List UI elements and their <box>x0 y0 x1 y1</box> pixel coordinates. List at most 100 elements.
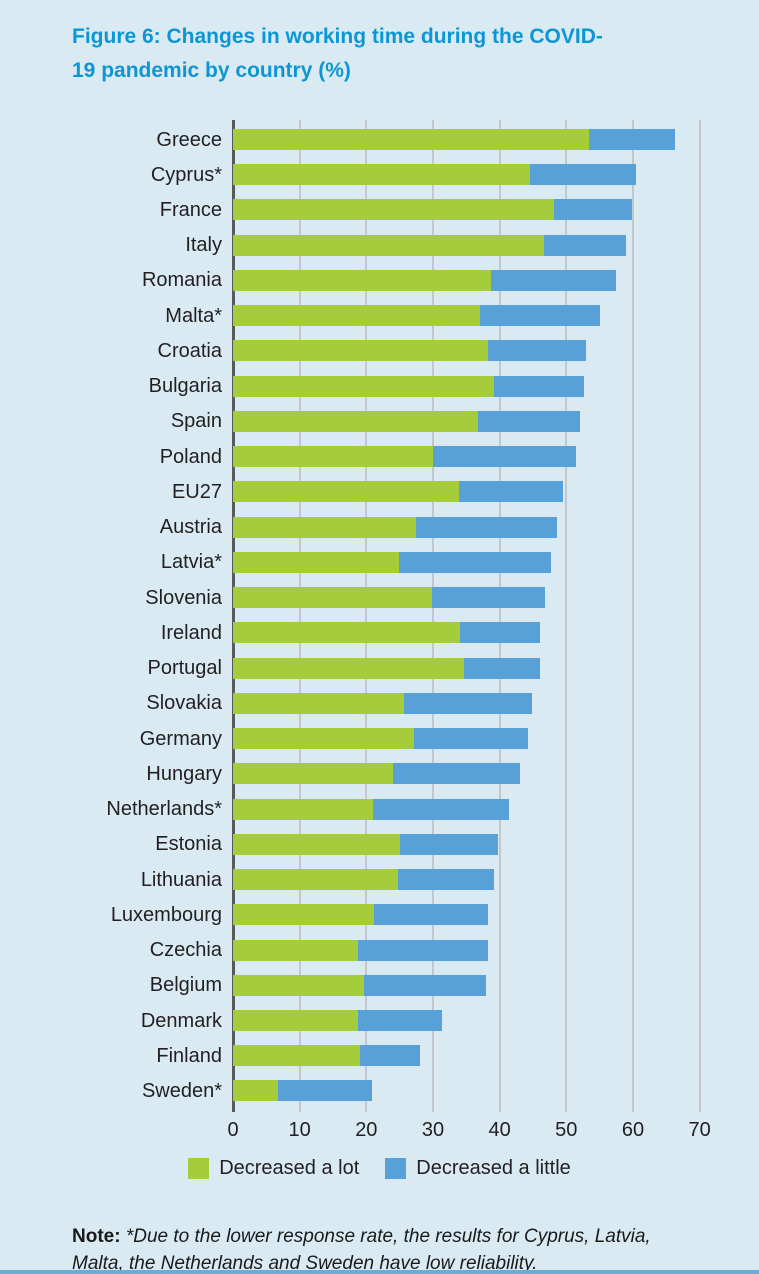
bar-segment-decreased-a-little <box>398 551 551 573</box>
bar-segment-decreased-a-little <box>374 904 488 926</box>
bar-segment-decreased-a-little <box>588 129 675 150</box>
bar-segment-decreased-a-lot <box>233 974 364 996</box>
bar-segment-decreased-a-little <box>459 622 540 644</box>
bar-segment-decreased-a-lot <box>233 234 545 256</box>
gridline <box>698 120 701 1112</box>
bar-segment-decreased-a-lot <box>233 587 432 609</box>
legend-swatch-decreased-a-little <box>385 1158 407 1179</box>
bar-segment-decreased-a-little <box>554 199 632 221</box>
x-axis-tick-label: 0 <box>227 1119 239 1141</box>
country-label: Italy <box>185 234 222 257</box>
bar-segment-decreased-a-lot <box>233 622 460 644</box>
bar-segment-decreased-a-lot <box>233 199 555 221</box>
bar-segment-decreased-a-lot <box>233 1080 278 1102</box>
bar-segment-decreased-a-little <box>358 1010 442 1031</box>
country-label: Slovenia <box>145 586 222 609</box>
bar-segment-decreased-a-lot <box>233 305 480 327</box>
bar-segment-decreased-a-lot <box>233 833 401 855</box>
country-label: Ireland <box>160 621 222 644</box>
bar-segment-decreased-a-little <box>277 1080 373 1102</box>
x-axis-tick-label: 20 <box>355 1119 378 1141</box>
bar-segment-decreased-a-little <box>414 728 528 750</box>
bar-segment-decreased-a-little <box>488 340 586 362</box>
gridline <box>431 120 434 1112</box>
bar-segment-decreased-a-little <box>458 481 563 503</box>
country-label: Malta* <box>165 304 222 327</box>
legend-swatch-decreased-a-lot <box>188 1158 210 1179</box>
x-axis-tick-label: 70 <box>688 1119 711 1141</box>
bar-segment-decreased-a-little <box>544 234 626 256</box>
bar-segment-decreased-a-lot <box>233 129 589 150</box>
bar-segment-decreased-a-lot <box>233 798 373 820</box>
bar-segment-decreased-a-lot <box>233 164 530 186</box>
gridline <box>365 120 368 1112</box>
bar-segment-decreased-a-lot <box>233 375 495 397</box>
figure-title: Figure 6: Changes in working time during… <box>72 25 603 82</box>
bar-segment-decreased-a-little <box>479 305 600 327</box>
bar-segment-decreased-a-little <box>363 974 487 996</box>
country-label: Slovakia <box>146 692 222 715</box>
bar-segment-decreased-a-little <box>397 869 495 891</box>
country-label: EU27 <box>171 480 222 503</box>
note-text: *Due to the lower response rate, the res… <box>72 1226 651 1274</box>
gridline <box>565 120 568 1112</box>
legend-label: Decreased a little <box>416 1157 571 1179</box>
bar-segment-decreased-a-lot <box>233 410 478 432</box>
country-label: Romania <box>141 269 222 292</box>
bar-segment-decreased-a-lot <box>233 269 491 291</box>
bar-segment-decreased-a-lot <box>233 551 399 573</box>
country-label: Poland <box>159 445 222 468</box>
country-label: Denmark <box>140 1009 222 1032</box>
bar-segment-decreased-a-lot <box>233 481 459 503</box>
bar-segment-decreased-a-little <box>400 833 499 855</box>
bar-segment-decreased-a-little <box>416 516 557 538</box>
country-label: Luxembourg <box>110 903 222 926</box>
country-label: France <box>159 198 222 221</box>
bar-segment-decreased-a-lot <box>233 1045 361 1067</box>
bar-segment-decreased-a-little <box>432 446 577 468</box>
bar-segment-decreased-a-lot <box>233 728 415 750</box>
bar-segment-decreased-a-little <box>392 763 520 785</box>
y-axis-line <box>231 120 235 1112</box>
bar-segment-decreased-a-lot <box>233 939 358 961</box>
note-label: Note: <box>72 1226 121 1247</box>
figure-note: Note: *Due to the lower response rate, t… <box>72 1223 694 1274</box>
country-label: Greece <box>156 128 222 151</box>
x-axis-tick-label: 40 <box>488 1119 511 1141</box>
legend-label: Decreased a lot <box>219 1157 360 1179</box>
x-axis-tick-label: 60 <box>621 1119 645 1141</box>
country-label: Croatia <box>157 339 222 362</box>
country-label: Austria <box>159 516 222 539</box>
country-label: Belgium <box>149 974 222 997</box>
legend-item-decreased-a-little: Decreased a little <box>385 1157 571 1180</box>
bar-segment-decreased-a-little <box>404 692 533 714</box>
bar-segment-decreased-a-lot <box>233 763 393 785</box>
bar-segment-decreased-a-little <box>477 410 581 432</box>
bar-segment-decreased-a-little <box>494 375 585 397</box>
country-label: Bulgaria <box>148 375 222 398</box>
bar-segment-decreased-a-little <box>360 1045 420 1067</box>
country-label: Czechia <box>149 939 222 962</box>
gridline <box>631 120 634 1112</box>
country-label: Cyprus* <box>150 163 222 186</box>
x-axis-tick-label: 50 <box>555 1119 578 1141</box>
x-axis-tick-label: 10 <box>288 1119 311 1141</box>
bar-segment-decreased-a-little <box>529 164 637 186</box>
country-label: Finland <box>156 1044 222 1067</box>
legend-item-decreased-a-lot: Decreased a lot <box>188 1157 359 1180</box>
country-label: Sweden* <box>141 1079 222 1102</box>
bar-segment-decreased-a-lot <box>233 869 398 891</box>
country-label: Estonia <box>155 833 222 856</box>
country-label: Spain <box>170 410 222 433</box>
country-label: Latvia* <box>160 551 222 574</box>
bar-segment-decreased-a-little <box>357 939 488 961</box>
bar-segment-decreased-a-lot <box>233 340 489 362</box>
bar-segment-decreased-a-lot <box>233 904 375 926</box>
gridline <box>298 120 301 1112</box>
chart-legend: Decreased a lot Decreased a little <box>0 1157 759 1180</box>
bar-segment-decreased-a-lot <box>233 692 405 714</box>
country-label: Germany <box>139 727 222 750</box>
bar-segment-decreased-a-lot <box>233 1010 359 1031</box>
